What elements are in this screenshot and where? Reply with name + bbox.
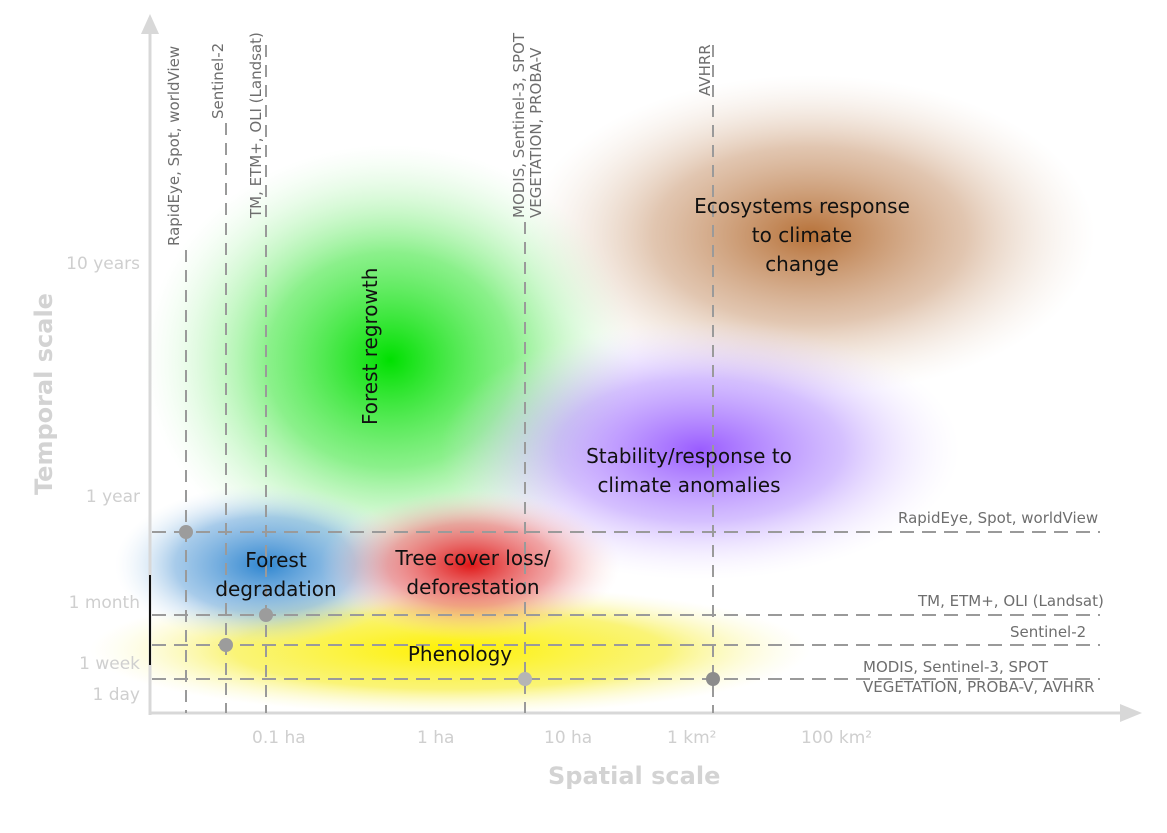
y-tick-1week: 1 week <box>79 654 140 674</box>
sensor-label-v-avhrr: AVHRR <box>696 44 714 96</box>
sensor-lines-horizontal <box>152 531 1100 680</box>
label-stability-line2: climate anomalies <box>597 473 781 497</box>
x-tick-1ha: 1 ha <box>417 728 455 748</box>
x-axis-arrow-icon <box>1120 704 1142 722</box>
marker-landsat <box>259 608 273 622</box>
label-forest-degradation: Forest degradation <box>196 546 356 604</box>
label-tree-cover-loss: Tree cover loss/ deforestation <box>378 544 568 602</box>
x-tick-1km2: 1 km² <box>667 728 717 748</box>
sensor-label-h-modis-line1: MODIS, Sentinel-3, SPOT <box>863 658 1049 676</box>
marker-avhrr <box>706 672 720 686</box>
y-tick-1month: 1 month <box>68 593 140 613</box>
ecosystems-blob <box>525 75 1095 395</box>
sensor-label-v-sentinel2: Sentinel-2 <box>209 42 227 119</box>
sensor-label-h-rapideye: RapidEye, Spot, worldView <box>898 509 1099 527</box>
y-axis-title: Temporal scale <box>30 293 58 495</box>
label-forest-regrowth: Forest regrowth <box>358 267 382 425</box>
sensor-label-v-rapideye: RapidEye, Spot, worldView <box>165 45 183 246</box>
sensor-label-v-modis: MODIS, Sentinel-3, SPOT VEGETATION, PROB… <box>510 32 545 218</box>
sensor-label-h-modis-line2: VEGETATION, PROBA-V, AVHRR <box>863 678 1095 696</box>
sensor-label-h-sentinel2: Sentinel-2 <box>1010 623 1087 641</box>
sensor-label-v-sentinel2-text: Sentinel-2 <box>209 42 227 119</box>
y-axis-arrow-icon <box>141 14 159 34</box>
x-axis-title: Spatial scale <box>548 762 721 790</box>
sensor-label-h-landsat: TM, ETM+, OLI (Landsat) <box>918 592 1104 610</box>
label-forest-degradation-line2: degradation <box>215 577 337 601</box>
sensor-label-h-modis: MODIS, Sentinel-3, SPOT VEGETATION, PROB… <box>863 657 1095 697</box>
y-tick-10years: 10 years <box>66 254 140 274</box>
sensor-label-v-landsat: TM, ETM+, OLI (Landsat) <box>247 32 265 218</box>
sensor-label-v-modis-line2: VEGETATION, PROBA-V <box>527 47 545 218</box>
tree-cover-loss-blob <box>320 490 620 640</box>
label-ecosystems-line1: Ecosystems response <box>694 194 910 218</box>
x-tick-100km2: 100 km² <box>801 728 873 748</box>
label-ecosystems: Ecosystems response to climate change <box>672 192 932 279</box>
label-ecosystems-line3: change <box>765 252 839 276</box>
x-tick-10ha: 10 ha <box>544 728 593 748</box>
marker-sentinel2 <box>219 638 233 652</box>
y-tick-1day: 1 day <box>92 685 141 705</box>
y-tick-1year: 1 year <box>85 487 140 507</box>
label-tree-cover-loss-line2: deforestation <box>406 575 540 599</box>
x-tick-0-1ha: 0.1 ha <box>252 728 306 748</box>
sensor-label-v-modis-line1: MODIS, Sentinel-3, SPOT <box>510 32 528 218</box>
x-axis <box>150 704 1142 722</box>
label-stability: Stability/response to climate anomalies <box>560 442 818 500</box>
sensor-label-v-avhrr-text: AVHRR <box>696 44 714 96</box>
sensor-label-v-rapideye-text: RapidEye, Spot, worldView <box>165 45 183 246</box>
label-phenology: Phenology <box>407 642 513 666</box>
marker-modis <box>518 672 532 686</box>
label-forest-degradation-line1: Forest <box>245 548 307 572</box>
marker-rapideye <box>179 525 193 539</box>
label-tree-cover-loss-line1: Tree cover loss/ <box>395 546 551 570</box>
label-ecosystems-line2: to climate <box>751 223 853 247</box>
label-stability-line1: Stability/response to <box>586 444 792 468</box>
sensor-label-v-landsat-text: TM, ETM+, OLI (Landsat) <box>247 32 265 218</box>
